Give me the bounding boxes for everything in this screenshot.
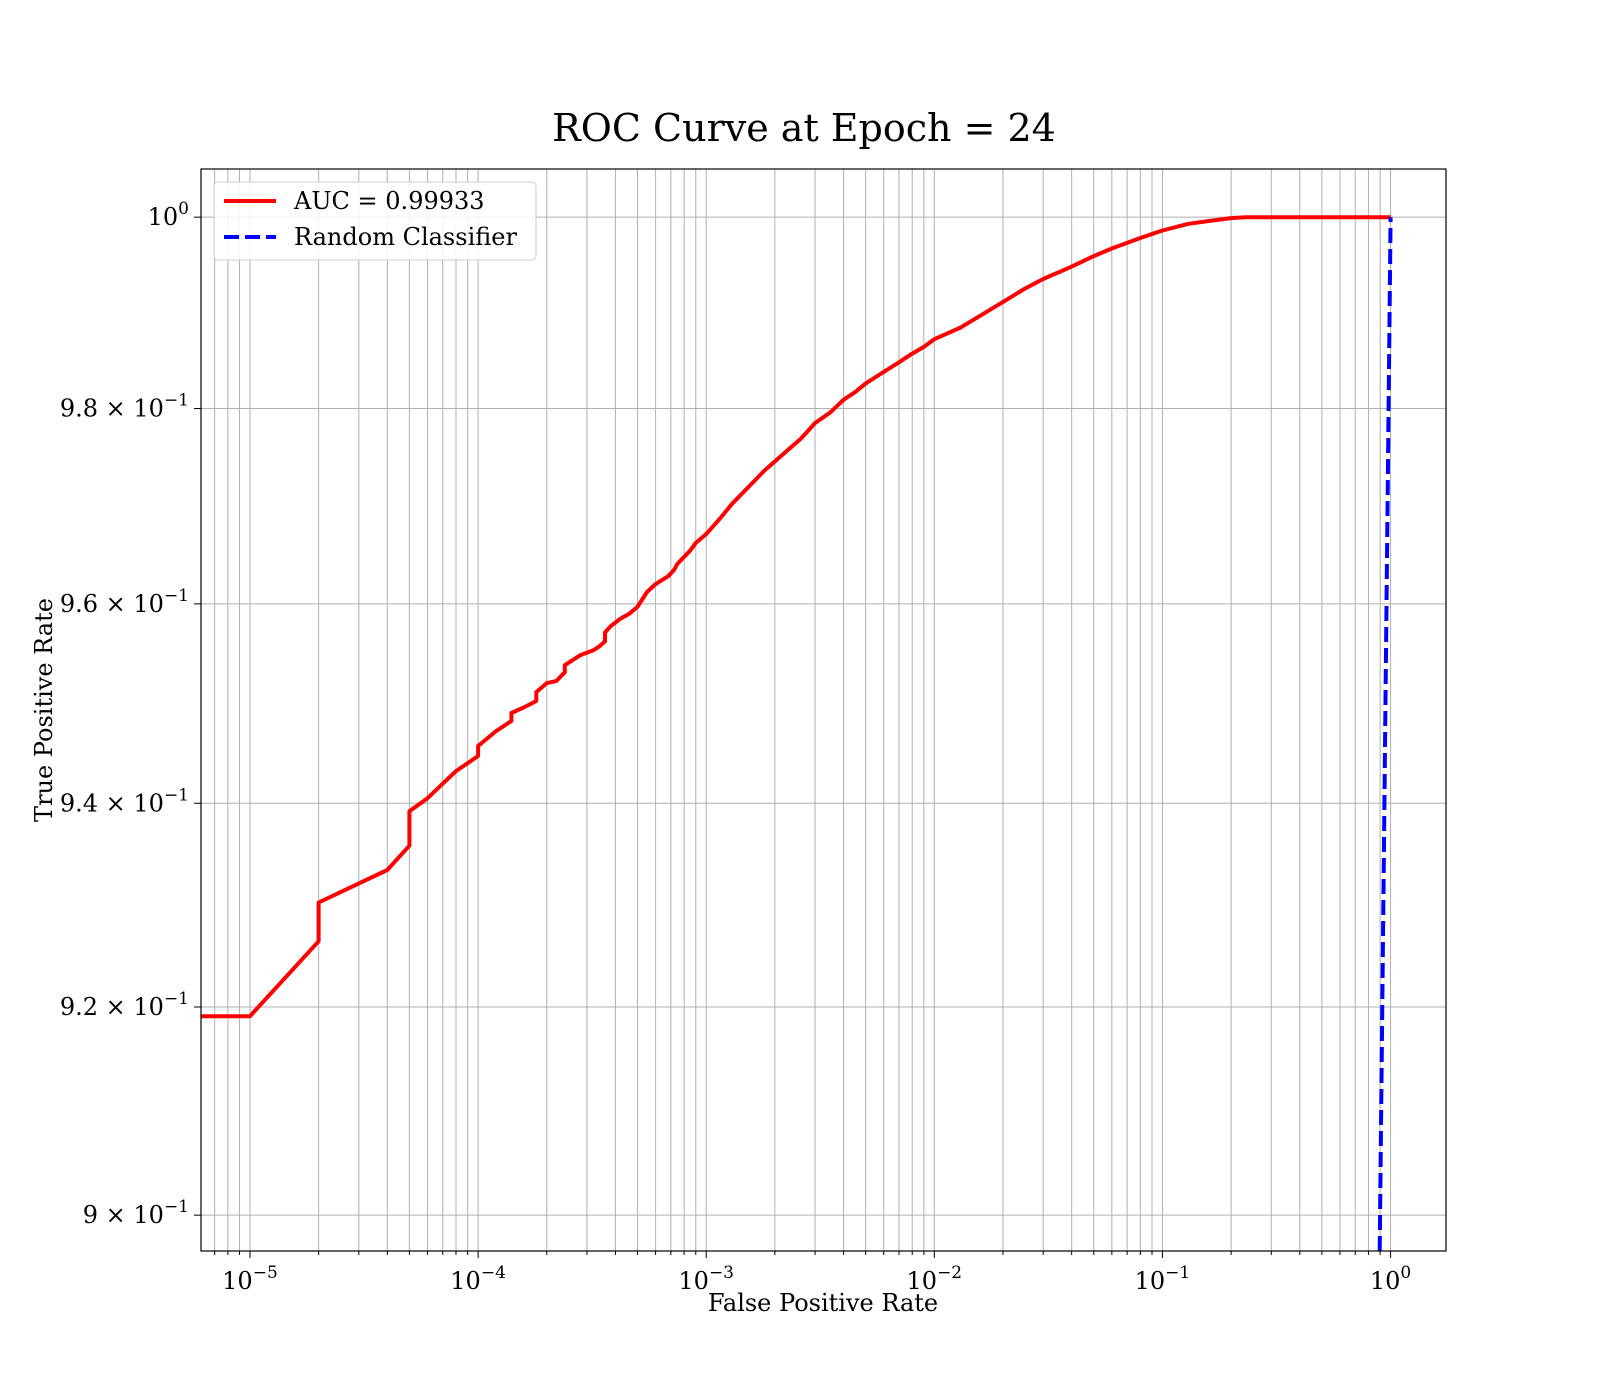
y-tick-label: 100 [148,199,189,231]
y-tick-label: 9.4 × 10−1 [60,785,189,817]
y-tick-label: 9.2 × 10−1 [60,989,189,1021]
x-tick-label: 10−2 [907,1263,963,1295]
plot-frame [200,168,1447,1252]
x-tick-label: 10−5 [222,1263,278,1295]
legend: AUC = 0.99933 Random Classifier [213,181,537,261]
x-tick-label: 100 [1370,1263,1411,1295]
x-tick-labels: 10−5 10−4 10−3 10−2 10−1 100 [222,1263,1411,1295]
plot-area [201,215,1393,1251]
legend-label-auc: AUC = 0.99933 [293,187,485,215]
x-axis-label: False Positive Rate [708,1289,938,1317]
y-tick-label: 9 × 10−1 [83,1197,189,1229]
x-tick-label: 10−3 [678,1263,734,1295]
random-classifier-line [1377,217,1393,1251]
y-tick-label: 9.6 × 10−1 [60,586,189,618]
x-tick-label: 10−1 [1135,1263,1191,1295]
roc-curve-line [201,215,1391,1019]
y-tick-labels: 100 9.8 × 10−1 9.6 × 10−1 9.4 × 10−1 9.2 × 1… [60,199,189,1229]
axis-ticks [194,216,1392,1258]
chart-title: ROC Curve at Epoch = 24 [552,106,1056,150]
legend-label-random: Random Classifier [294,223,517,251]
legend-box [213,181,537,261]
y-axis-label: True Positive Rate [30,598,58,822]
y-tick-label: 9.8 × 10−1 [60,391,189,423]
grid-lines [201,169,1446,1251]
x-tick-label: 10−4 [450,1263,506,1295]
